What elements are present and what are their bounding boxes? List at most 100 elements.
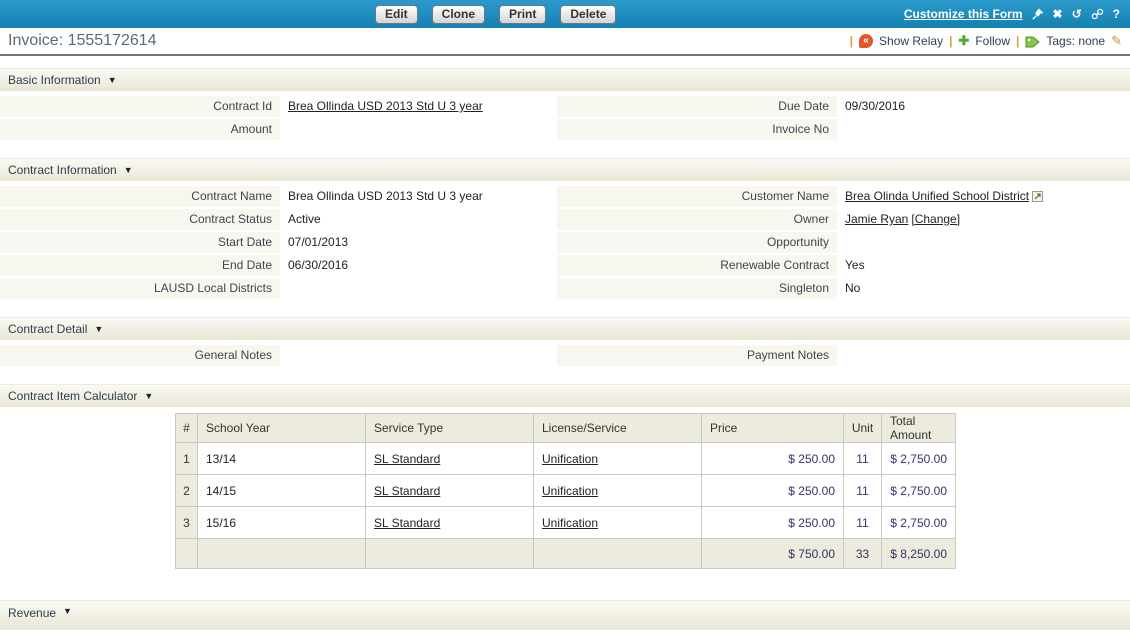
unit-cell: 11 — [843, 506, 882, 539]
renewable-contract-label: Renewable Contract — [557, 255, 837, 276]
edit-tags-pencil-icon[interactable]: ✎ — [1111, 33, 1122, 48]
school-year-cell: 13/14 — [197, 442, 366, 475]
contract-information-rows: Contract Name Brea Ollinda USD 2013 Std … — [0, 186, 1130, 299]
total-amount-cell: $ 2,750.00 — [881, 442, 956, 475]
price-cell: $ 250.00 — [701, 442, 844, 475]
table-header-row: # School Year Service Type License/Servi… — [175, 413, 956, 443]
contract-id-label: Contract Id — [0, 96, 280, 117]
total-amount-cell: $ 2,750.00 — [881, 506, 956, 539]
grand-total-cell: $ 8,250.00 — [881, 538, 956, 569]
unit-total-cell: 33 — [843, 538, 882, 569]
service-type-cell: SL Standard — [365, 506, 534, 539]
contract-item-table: # School Year Service Type License/Servi… — [175, 413, 956, 569]
license-service-link[interactable]: Unification — [542, 483, 599, 498]
start-date-value: 07/01/2013 — [288, 235, 349, 249]
amount-value — [280, 119, 549, 140]
service-type-link[interactable]: SL Standard — [374, 515, 441, 530]
footer-empty-cell — [197, 538, 366, 569]
payment-notes-value — [837, 345, 1130, 366]
school-year-cell: 14/15 — [197, 474, 366, 507]
pin-icon[interactable] — [1031, 8, 1044, 20]
license-service-link[interactable]: Unification — [542, 451, 599, 466]
singleton-value: No — [845, 281, 861, 295]
help-icon[interactable]: ? — [1112, 7, 1120, 21]
delete-button[interactable]: Delete — [560, 4, 617, 24]
section-header-basic-information[interactable]: Basic Information ▼ — [0, 68, 1130, 91]
owner-link[interactable]: Jamie Ryan — [845, 212, 909, 226]
license-service-cell: Unification — [533, 474, 702, 507]
edit-button[interactable]: Edit — [375, 4, 418, 24]
service-type-cell: SL Standard — [365, 474, 534, 507]
follow-link[interactable]: Follow — [975, 34, 1011, 48]
renewable-contract-value: Yes — [845, 258, 865, 272]
lausd-local-districts-value — [280, 278, 549, 299]
price-cell: $ 250.00 — [701, 506, 844, 539]
section-header-contract-detail[interactable]: Contract Detail ▼ — [0, 317, 1130, 340]
general-notes-label: General Notes — [0, 345, 280, 366]
field-row: Amount Invoice No — [0, 119, 1130, 140]
column-header-unit: Unit — [843, 413, 882, 443]
service-type-link[interactable]: SL Standard — [374, 483, 441, 498]
contract-name-value: Brea Ollinda USD 2013 Std U 3 year — [288, 189, 483, 203]
link-icon[interactable] — [1091, 8, 1104, 20]
field-row: Start Date 07/01/2013 Opportunity — [0, 232, 1130, 253]
license-service-link[interactable]: Unification — [542, 515, 599, 530]
contract-detail-rows: General Notes Payment Notes — [0, 345, 1130, 366]
unit-cell: 11 — [843, 442, 882, 475]
show-relay-link[interactable]: Show Relay — [879, 34, 944, 48]
customize-form-link[interactable]: Customize this Form — [903, 7, 1023, 21]
chevron-down-icon[interactable]: ▼ — [94, 324, 104, 334]
section-title: Contract Item Calculator — [8, 389, 138, 403]
row-number: 2 — [175, 474, 198, 507]
tags-label: Tags: none — [1046, 34, 1106, 48]
customer-name-value: Brea Olinda Unified School District — [837, 186, 1130, 207]
field-row: End Date 06/30/2016 Renewable Contract Y… — [0, 255, 1130, 276]
total-amount-cell: $ 2,750.00 — [881, 474, 956, 507]
reload-icon[interactable]: ↺ — [1071, 7, 1082, 21]
chevron-down-icon[interactable]: ▼ — [144, 391, 154, 401]
license-service-cell: Unification — [533, 506, 702, 539]
customer-name-link[interactable]: Brea Olinda Unified School District — [845, 189, 1030, 203]
chevron-down-icon[interactable]: ▼ — [63, 606, 72, 616]
field-row: Contract Status Active Owner Jamie Ryan … — [0, 209, 1130, 230]
section-header-contract-information[interactable]: Contract Information ▼ — [0, 158, 1130, 181]
column-header-license-service: License/Service — [533, 413, 702, 443]
section-title: Contract Information — [8, 163, 117, 177]
contract-name-label: Contract Name — [0, 186, 280, 207]
price-cell: $ 250.00 — [701, 474, 844, 507]
column-header-number: # — [175, 413, 198, 443]
section-title: Revenue — [8, 606, 57, 620]
show-relay-icon: « — [859, 34, 874, 48]
separator: | — [949, 34, 953, 48]
print-button[interactable]: Print — [499, 4, 547, 24]
owner-change-link[interactable]: [Change] — [911, 212, 961, 226]
follow-plus-icon: ✚ — [958, 33, 970, 48]
amount-label: Amount — [0, 119, 280, 140]
service-type-link[interactable]: SL Standard — [374, 451, 441, 466]
row-number: 1 — [175, 442, 198, 475]
opportunity-label: Opportunity — [557, 232, 837, 253]
contract-status-value: Active — [288, 212, 321, 226]
record-title-bar: Invoice: 1555172614 | « Show Relay | ✚ F… — [0, 28, 1130, 56]
table-row: 1 13/14 SL Standard Unification $ 250.00… — [175, 442, 956, 475]
table-row: 2 14/15 SL Standard Unification $ 250.00… — [175, 474, 956, 507]
owner-label: Owner — [557, 209, 837, 230]
invoice-no-label: Invoice No — [557, 119, 837, 140]
basic-information-rows: Contract Id Brea Ollinda USD 2013 Std U … — [0, 96, 1130, 140]
open-in-new-window-icon[interactable] — [1032, 191, 1044, 202]
contract-id-value: Brea Ollinda USD 2013 Std U 3 year — [280, 96, 549, 117]
end-date-value: 06/30/2016 — [288, 258, 349, 272]
contract-id-link[interactable]: Brea Ollinda USD 2013 Std U 3 year — [288, 99, 483, 113]
singleton-label: Singleton — [557, 278, 837, 299]
section-header-contract-item-calculator[interactable]: Contract Item Calculator ▼ — [0, 384, 1130, 407]
chevron-down-icon[interactable]: ▼ — [123, 165, 133, 175]
clone-button[interactable]: Clone — [431, 4, 486, 24]
chevron-down-icon[interactable]: ▼ — [107, 75, 117, 85]
section-header-revenue[interactable]: Revenue ▼ — [0, 600, 1130, 630]
section-title: Basic Information — [8, 73, 101, 87]
start-date-label: Start Date — [0, 232, 280, 253]
close-icon[interactable]: ✖ — [1052, 7, 1063, 21]
action-toolbar: Edit Clone Print Delete Customize this F… — [0, 0, 1130, 28]
unit-cell: 11 — [843, 474, 882, 507]
